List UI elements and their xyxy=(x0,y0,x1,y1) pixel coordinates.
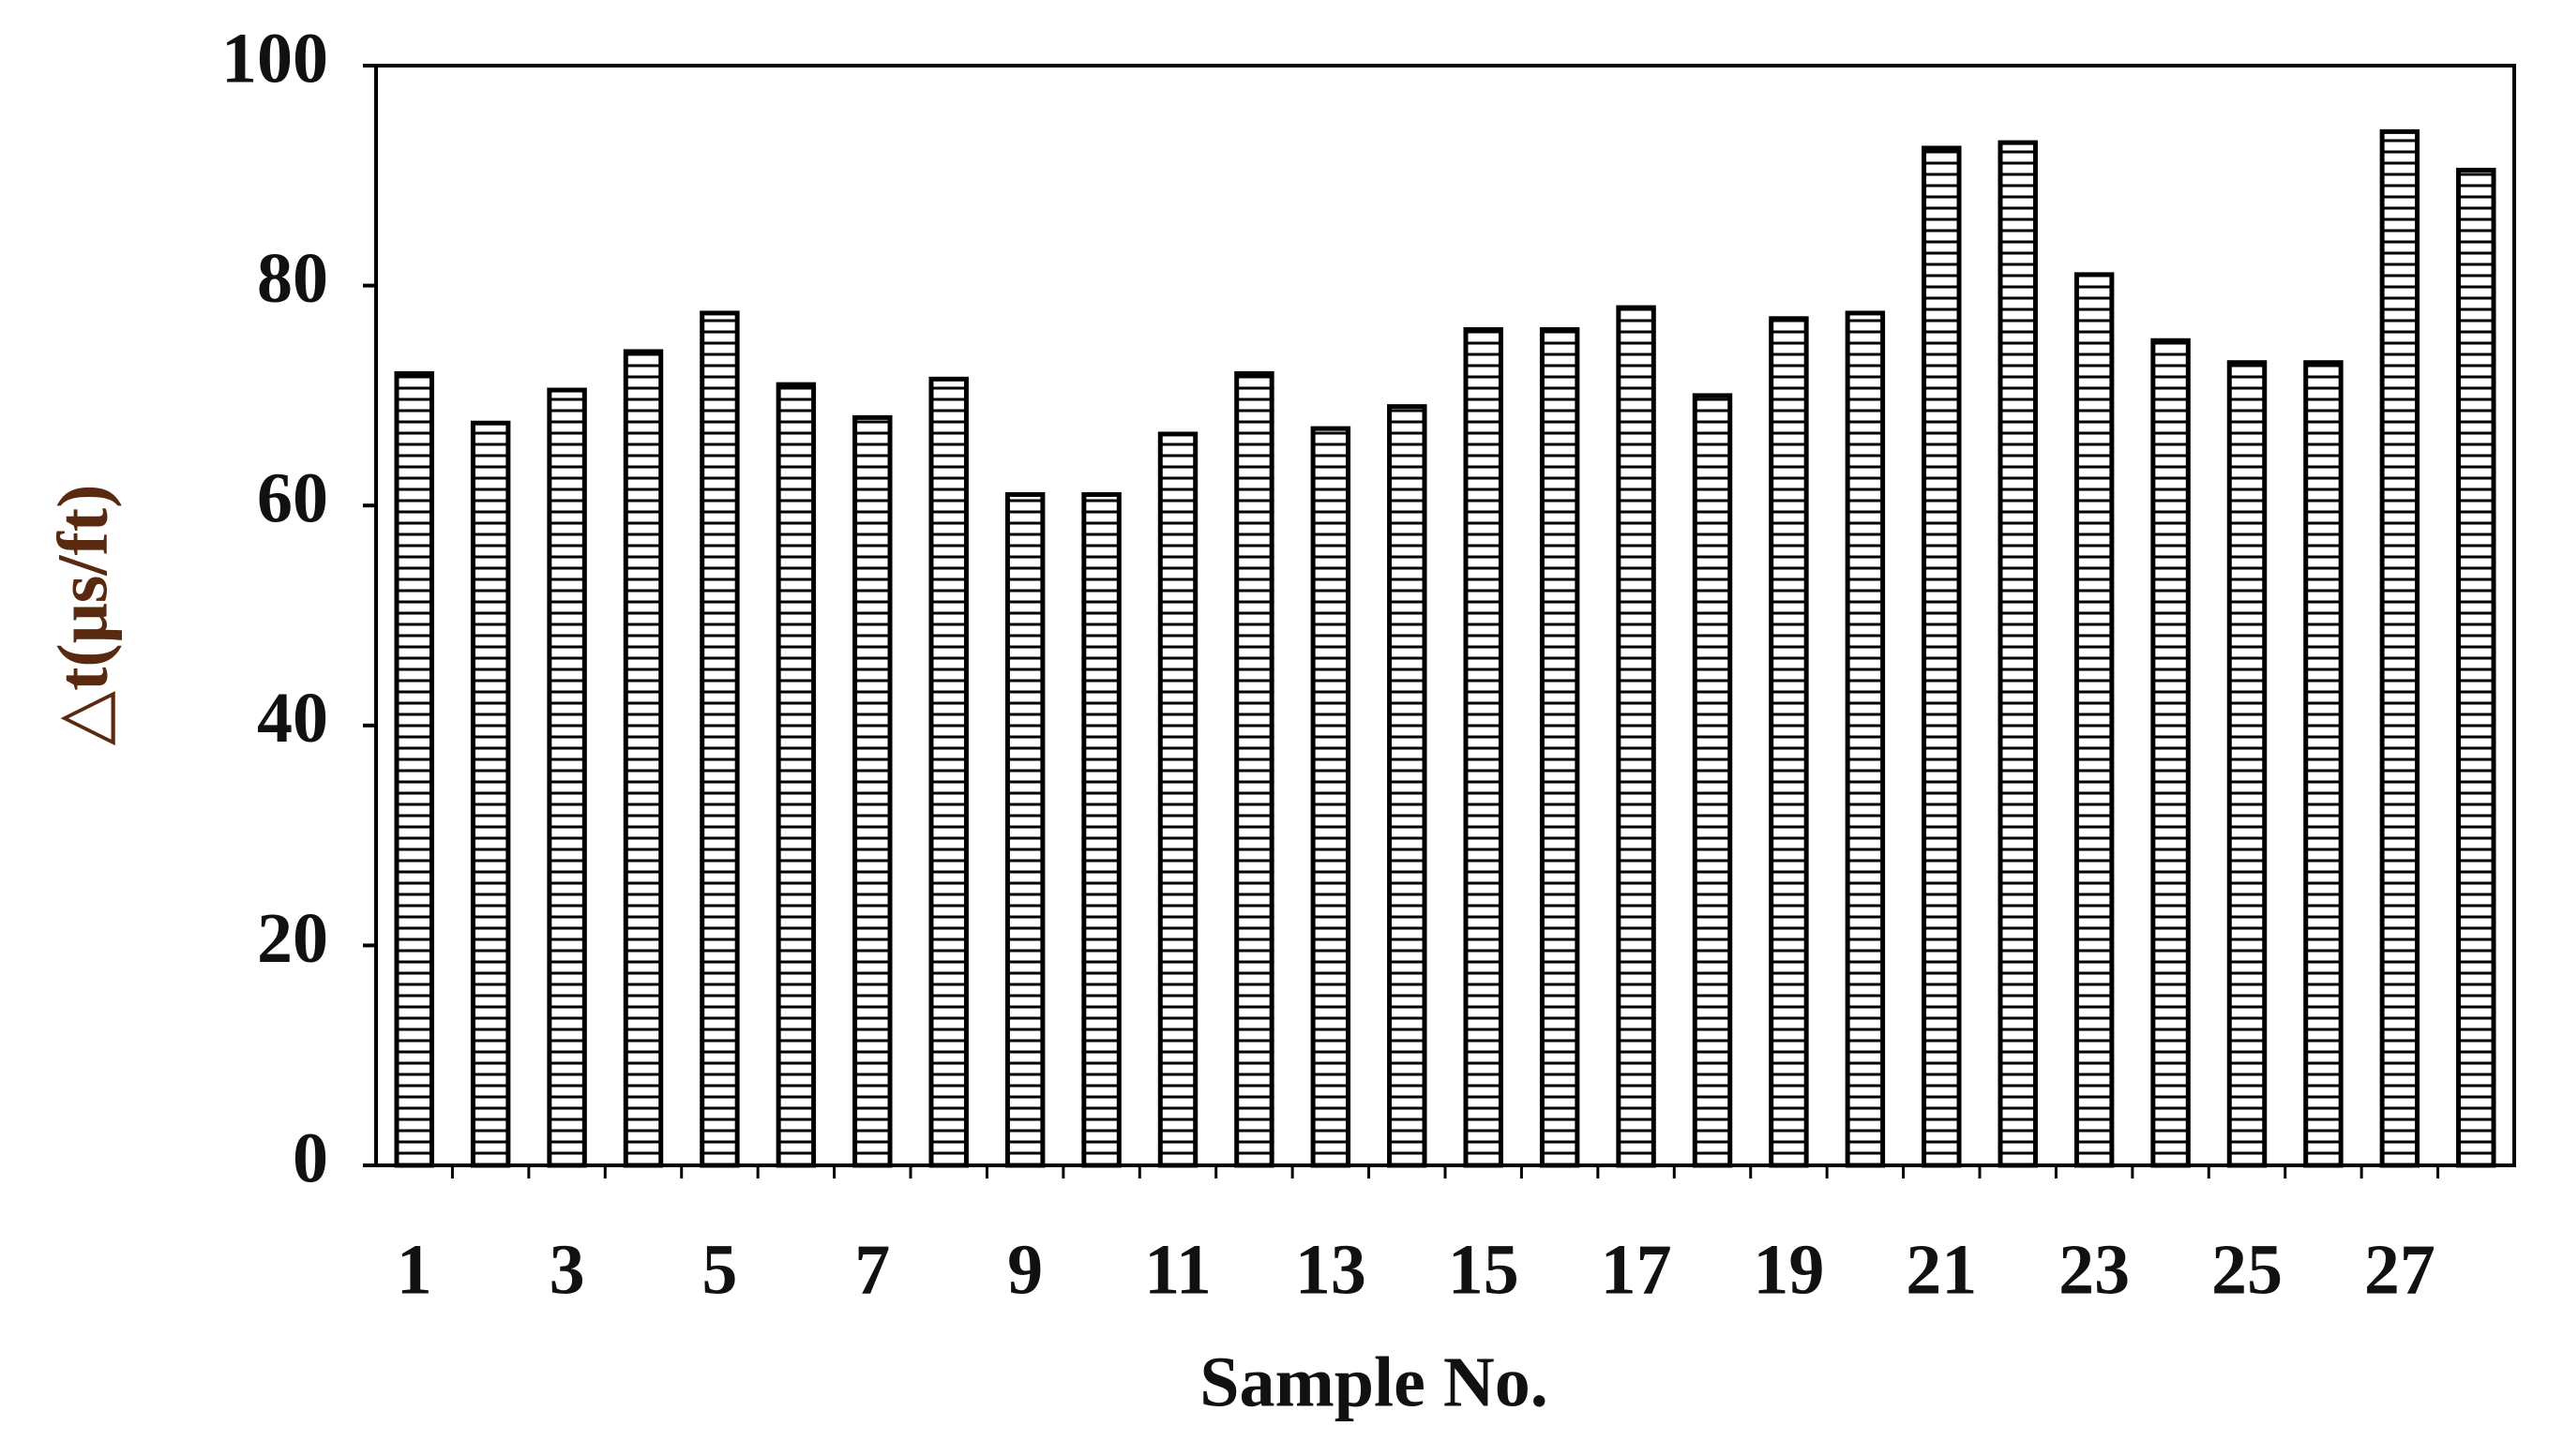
x-tick-label: 1 xyxy=(397,1230,432,1309)
bar xyxy=(1539,327,1580,1168)
y-tick-label: 40 xyxy=(257,679,328,758)
bar xyxy=(1845,310,1886,1168)
bar xyxy=(470,420,511,1168)
bar xyxy=(1234,370,1274,1168)
bar xyxy=(1310,426,1351,1168)
bar xyxy=(1004,491,1046,1168)
x-tick-label: 23 xyxy=(2058,1230,2130,1309)
y-tick-label: 60 xyxy=(257,459,328,538)
y-tick-label: 0 xyxy=(293,1118,328,1197)
bar xyxy=(928,376,969,1168)
bar xyxy=(1769,316,1809,1168)
bar xyxy=(852,414,893,1168)
x-tick-label: 17 xyxy=(1601,1230,1672,1309)
x-tick-label: 9 xyxy=(1007,1230,1043,1309)
bar xyxy=(2379,128,2420,1168)
y-tick-label: 20 xyxy=(257,899,328,978)
bar xyxy=(1081,491,1122,1168)
bar xyxy=(2073,272,2115,1168)
x-tick-label: 19 xyxy=(1753,1230,1824,1309)
bar xyxy=(2456,167,2496,1168)
plot-frame xyxy=(374,64,2516,1167)
x-tick-label: 7 xyxy=(854,1230,890,1309)
x-tick-label: 5 xyxy=(701,1230,737,1309)
y-axis-label: △t(μs/ft) xyxy=(43,485,122,746)
bar xyxy=(1692,393,1733,1168)
x-tick-label: 13 xyxy=(1295,1230,1366,1309)
bar xyxy=(2303,360,2344,1168)
bar xyxy=(1922,145,1962,1168)
x-tick-label: 21 xyxy=(1906,1230,1977,1309)
bar xyxy=(1463,327,1503,1168)
bar xyxy=(1998,140,2038,1168)
bar xyxy=(394,370,434,1168)
bar xyxy=(547,387,587,1168)
x-tick-label: 15 xyxy=(1448,1230,1519,1309)
bar xyxy=(776,382,817,1168)
bar xyxy=(2150,338,2191,1168)
bar xyxy=(1616,305,1656,1168)
x-tick-label: 25 xyxy=(2211,1230,2283,1309)
x-axis-label: Sample No. xyxy=(1199,1343,1548,1421)
bar xyxy=(2226,360,2268,1168)
x-tick-label: 27 xyxy=(2364,1230,2435,1309)
x-tick-label: 11 xyxy=(1144,1230,1212,1309)
y-tick-label: 80 xyxy=(257,239,328,318)
bar xyxy=(1157,431,1199,1168)
x-tick-label: 3 xyxy=(550,1230,585,1309)
bar xyxy=(700,310,740,1168)
y-tick-label: 100 xyxy=(221,19,328,98)
bar xyxy=(623,349,664,1168)
bar xyxy=(1387,404,1427,1168)
